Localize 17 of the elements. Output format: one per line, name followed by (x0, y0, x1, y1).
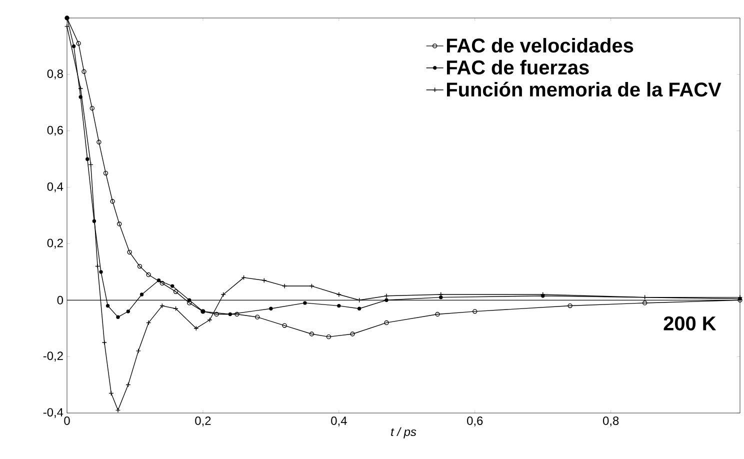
y-tick-label: 0,2 (47, 238, 63, 249)
annotation: 200 K (664, 316, 716, 330)
x-tick-label: 0,6 (467, 416, 483, 426)
x-axis-title: t / ps (391, 427, 416, 438)
legend-label: FAC de velocidades (447, 38, 634, 53)
x-tick-label: 0,4 (331, 416, 347, 426)
y-tick-label: -0,4 (43, 408, 64, 418)
legend-label: FAC de fuerzas (447, 60, 589, 75)
x-tick-label: 0 (64, 416, 70, 425)
y-tick-label: 0 (57, 296, 64, 304)
legend-label: Función memoria de la FACV (447, 82, 722, 97)
y-tick-label: 0,4 (47, 182, 64, 192)
y-tick-label: 0,6 (47, 126, 63, 136)
y-tick-label: -0,2 (43, 352, 63, 362)
x-tick-label: 0,2 (195, 416, 211, 426)
x-tick-label: 0,8 (603, 416, 619, 426)
y-tick-label: 0,8 (47, 69, 63, 80)
